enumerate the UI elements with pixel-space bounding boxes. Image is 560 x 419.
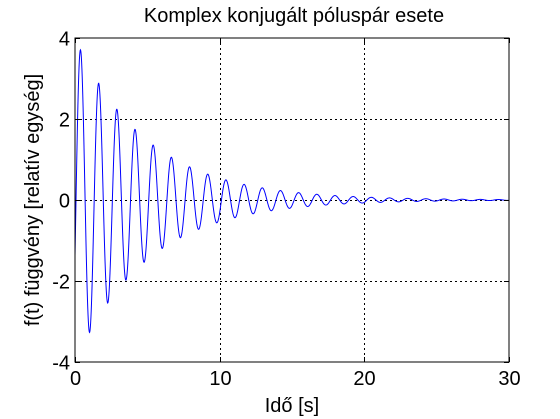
x-tick-label: 0 [70,368,81,390]
y-tick-labels: -4 -2 0 2 4 [52,29,70,375]
x-axis-label: Idő [s] [265,395,319,417]
plot-area [74,37,510,363]
y-tick-label: -2 [52,272,70,294]
y-tick-label: 4 [59,29,70,51]
y-tick-label: 2 [59,110,70,132]
x-tick-label: 20 [353,368,375,390]
x-tick-label: 30 [498,368,520,390]
series-line [74,48,510,334]
y-tick-label: -4 [52,353,70,375]
plot-frame [74,37,510,363]
y-axis-label: f(t) függvény [relatív egység] [22,74,44,326]
chart-title: Komplex konjugált póluspár esete [144,5,444,27]
y-tick-label: 0 [59,191,70,213]
x-tick-label: 10 [209,368,231,390]
x-tick-labels: 0 10 20 30 [70,368,521,390]
